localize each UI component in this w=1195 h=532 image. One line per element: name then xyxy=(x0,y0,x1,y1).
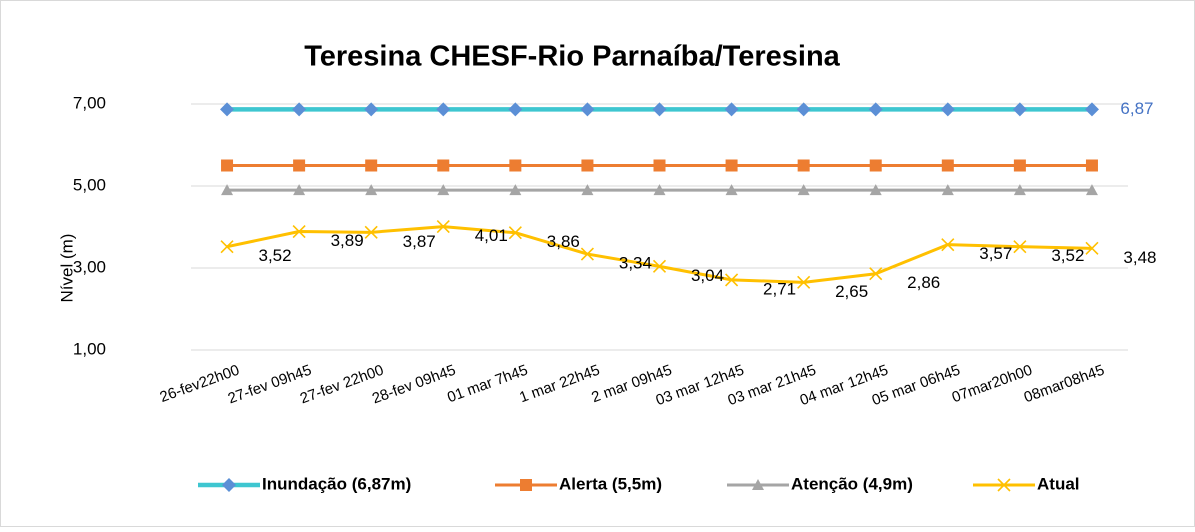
series-marker xyxy=(292,102,307,117)
series-marker xyxy=(797,275,811,289)
series-marker xyxy=(869,267,883,281)
data-label: 3,89 xyxy=(331,231,364,250)
series-marker xyxy=(365,159,378,172)
data-label: 3,48 xyxy=(1123,248,1156,267)
legend-marker xyxy=(997,478,1011,492)
series-marker xyxy=(1013,184,1026,196)
data-label: 3,52 xyxy=(258,246,291,265)
series-marker xyxy=(220,102,235,117)
series-marker xyxy=(580,247,594,261)
legend-label: Alerta (5,5m) xyxy=(559,474,662,493)
series-marker xyxy=(365,184,378,196)
y-tick-label: 7,00 xyxy=(73,93,106,112)
series-marker xyxy=(221,184,234,196)
series-marker xyxy=(1084,102,1099,117)
series-marker xyxy=(436,220,450,234)
series-marker xyxy=(941,238,955,252)
legend-marker xyxy=(222,478,236,492)
data-label: 3,87 xyxy=(403,232,436,251)
series-marker xyxy=(509,159,522,172)
data-label: 3,57 xyxy=(979,244,1012,263)
series-marker xyxy=(941,184,954,196)
legend-label: Atual xyxy=(1037,474,1080,493)
data-label: 2,65 xyxy=(835,282,868,301)
series-marker xyxy=(940,102,955,117)
series-marker xyxy=(1012,102,1027,117)
series-marker xyxy=(509,184,522,196)
series-marker xyxy=(1085,184,1098,196)
series-marker xyxy=(725,184,738,196)
legend-marker xyxy=(520,479,532,491)
series-marker xyxy=(724,102,739,117)
series-marker xyxy=(869,184,882,196)
y-tick-label: 5,00 xyxy=(73,175,106,194)
series-marker xyxy=(653,159,666,172)
data-label: 2,86 xyxy=(907,273,940,292)
series-marker xyxy=(941,159,954,172)
data-label: 4,01 xyxy=(475,226,508,245)
series-marker xyxy=(508,226,522,240)
series-marker xyxy=(436,102,451,117)
series-marker xyxy=(293,184,306,196)
data-label: 6,87 xyxy=(1120,99,1153,118)
series-marker xyxy=(1085,159,1098,172)
chart-title: Teresina CHESF-Rio Parnaíba/Teresina xyxy=(304,41,840,73)
legend-label: Atenção (4,9m) xyxy=(791,474,913,493)
data-label: 3,52 xyxy=(1051,246,1084,265)
series-marker xyxy=(364,102,379,117)
series-marker xyxy=(653,184,666,196)
y-tick-label: 3,00 xyxy=(73,257,106,276)
series-marker xyxy=(652,102,667,117)
data-label: 3,34 xyxy=(619,254,652,273)
data-label: 3,04 xyxy=(691,266,724,285)
series-marker xyxy=(220,240,234,254)
series-marker xyxy=(725,273,739,287)
legend-marker xyxy=(752,479,764,490)
data-label: 3,86 xyxy=(547,232,580,251)
series-marker xyxy=(725,159,738,172)
y-tick-label: 1,00 xyxy=(73,339,106,358)
series-marker xyxy=(797,184,810,196)
series-marker xyxy=(508,102,523,117)
series-marker xyxy=(581,184,594,196)
data-label: 2,71 xyxy=(763,279,796,298)
series-marker xyxy=(652,259,667,273)
series-marker xyxy=(580,102,595,117)
series-marker xyxy=(868,102,883,117)
series-marker xyxy=(437,184,450,196)
series-marker xyxy=(797,159,810,172)
series-marker xyxy=(1085,241,1099,255)
series-marker xyxy=(293,159,306,172)
series-marker xyxy=(364,225,378,239)
series-marker xyxy=(869,159,882,172)
series-marker xyxy=(1013,240,1027,254)
series-marker xyxy=(292,224,306,239)
series-marker xyxy=(796,102,811,117)
series-marker xyxy=(1013,159,1026,172)
series-marker xyxy=(437,159,450,172)
series-marker xyxy=(221,159,234,172)
legend-label: Inundação (6,87m) xyxy=(262,474,411,493)
y-axis-title: Nível (m) xyxy=(57,234,76,303)
series-marker xyxy=(581,159,594,172)
